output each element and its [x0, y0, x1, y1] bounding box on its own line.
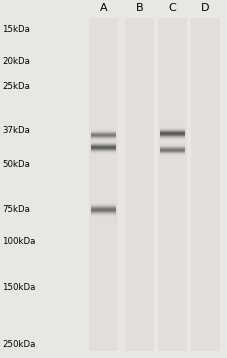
- Text: 150kDa: 150kDa: [2, 283, 36, 292]
- Text: 250kDa: 250kDa: [2, 340, 36, 349]
- Bar: [191, 18, 220, 351]
- Text: 50kDa: 50kDa: [2, 160, 30, 169]
- Text: 20kDa: 20kDa: [2, 57, 30, 66]
- Text: 37kDa: 37kDa: [2, 126, 30, 135]
- Text: 15kDa: 15kDa: [2, 25, 30, 34]
- Text: A: A: [99, 4, 107, 14]
- Text: C: C: [169, 4, 176, 14]
- Bar: [158, 18, 187, 351]
- Bar: [89, 18, 118, 351]
- Text: 100kDa: 100kDa: [2, 237, 36, 246]
- Text: B: B: [136, 4, 143, 14]
- Bar: [125, 18, 154, 351]
- Text: 75kDa: 75kDa: [2, 205, 30, 214]
- Text: D: D: [201, 4, 210, 14]
- Text: 25kDa: 25kDa: [2, 82, 30, 91]
